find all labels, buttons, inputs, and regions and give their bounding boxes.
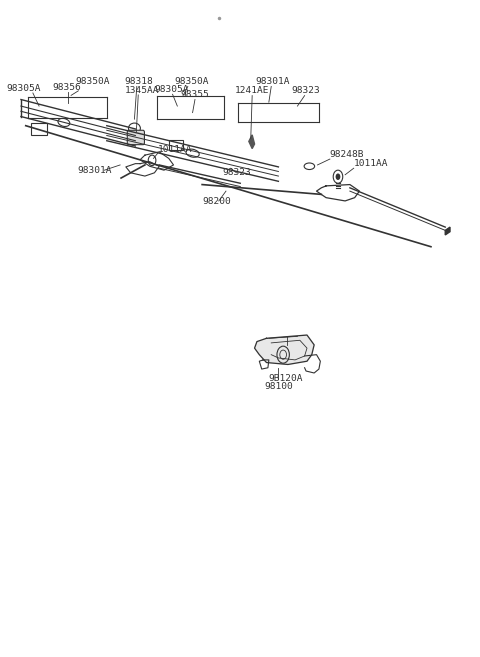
- Text: 98323: 98323: [222, 168, 251, 177]
- Text: 1011AA: 1011AA: [158, 145, 193, 154]
- Text: 98305A: 98305A: [154, 85, 188, 94]
- Text: 98248B: 98248B: [329, 150, 364, 159]
- Bar: [31, 123, 47, 135]
- Text: 98200: 98200: [202, 197, 231, 206]
- Text: 98301A: 98301A: [78, 166, 112, 175]
- Text: 9B120A: 9B120A: [268, 374, 303, 383]
- Text: 98350A: 98350A: [71, 78, 110, 95]
- Text: 98355: 98355: [180, 90, 209, 99]
- Bar: [169, 140, 183, 150]
- Text: 98323: 98323: [292, 86, 321, 95]
- Text: 1345AA: 1345AA: [124, 86, 159, 95]
- Text: 98318: 98318: [124, 77, 153, 86]
- Text: 98350A: 98350A: [174, 77, 208, 86]
- Text: 1241AE: 1241AE: [235, 86, 269, 95]
- Text: 98100: 98100: [264, 382, 293, 392]
- Circle shape: [336, 173, 340, 180]
- Text: 98356: 98356: [52, 83, 81, 92]
- Polygon shape: [249, 135, 254, 148]
- Polygon shape: [254, 335, 314, 365]
- Text: 1011AA: 1011AA: [354, 159, 388, 168]
- Polygon shape: [445, 227, 450, 235]
- Text: 98301A: 98301A: [255, 77, 290, 86]
- Text: 98305A: 98305A: [6, 84, 41, 93]
- FancyBboxPatch shape: [127, 130, 144, 145]
